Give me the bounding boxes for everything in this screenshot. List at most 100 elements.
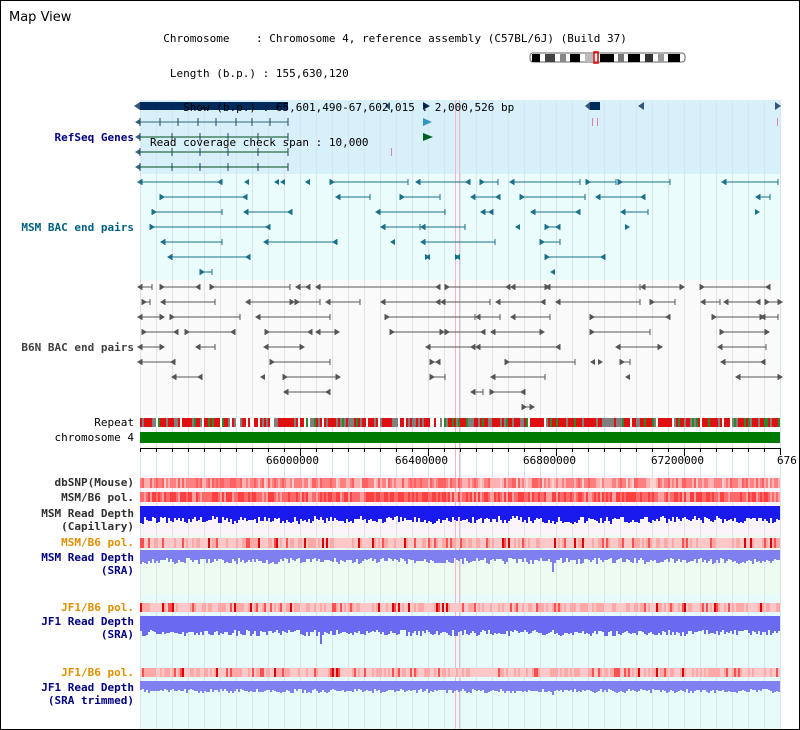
track-label-msm-bac[interactable]: MSM BAC end pairs (21, 221, 134, 234)
jf1-depth-sra-bar (692, 616, 694, 634)
track-label-b6n-bac[interactable]: B6N BAC end pairs (21, 341, 134, 354)
jf1-pol-strip-2 (150, 668, 152, 677)
msm-depth-capillary-bar (584, 506, 586, 523)
repeat-element (512, 418, 514, 427)
track-label-msm-depth-sra[interactable]: MSM Read Depth (41, 551, 134, 564)
jf1-depth-trim-bar (280, 681, 282, 693)
jf1-pol-strip-1 (406, 603, 408, 612)
jf1-depth-trim-bar (708, 681, 710, 693)
repeat-element (296, 418, 298, 427)
jf1-depth-trim-bar (592, 681, 594, 692)
track-label-msm-b6-pol-2[interactable]: MSM/B6 pol. (61, 536, 134, 549)
jf1-pol-strip-2 (692, 668, 694, 677)
jf1-pol-strip-2 (258, 668, 260, 677)
msm-pol-strip-1 (252, 492, 254, 502)
msm-pol-strip-1 (442, 492, 444, 502)
msm-pol-strip-2 (362, 538, 364, 548)
repeat-element (304, 418, 306, 427)
msm-pol-strip-2 (762, 538, 764, 548)
msm-depth-sra-bar (478, 550, 480, 561)
repeat-element (724, 418, 726, 427)
jf1-depth-trim-bar (414, 681, 416, 690)
msm-depth-capillary-bar (768, 506, 770, 523)
jf1-pol-strip-1 (182, 603, 184, 612)
jf1-pol-strip-2 (662, 668, 664, 677)
track-label-msm-b6-pol-1[interactable]: MSM/B6 pol. (61, 491, 134, 504)
jf1-pol-strip-2 (704, 668, 706, 677)
msm-depth-capillary-bar (540, 506, 542, 518)
track-label-jf1-b6-pol-1[interactable]: JF1/B6 pol. (61, 601, 134, 614)
repeat-element (674, 418, 676, 427)
msm-pol-strip-2 (770, 538, 772, 548)
msm-pol-strip-2 (482, 538, 484, 548)
dbsnp-strip (570, 478, 572, 488)
msm-pol-strip-2 (456, 538, 458, 548)
track-label-dbsnp[interactable]: dbSNP(Mouse) (54, 476, 134, 489)
msm-depth-capillary-bar (178, 506, 180, 518)
jf1-depth-sra-bar (624, 616, 626, 632)
msm-depth-capillary-bar (486, 506, 488, 518)
msm-pol-strip-1 (170, 492, 172, 502)
repeat-element (278, 418, 280, 427)
msm-pol-strip-2 (640, 538, 642, 548)
dbsnp-strip (558, 478, 560, 488)
bac-end-arrow (522, 404, 527, 410)
jf1-pol-strip-1 (710, 603, 712, 612)
msm-pol-strip-1 (498, 492, 500, 502)
dbsnp-strip (242, 478, 244, 488)
track-label-jf1-b6-pol-2[interactable]: JF1/B6 pol. (61, 666, 134, 679)
msm-pol-strip-2 (742, 538, 744, 548)
jf1-pol-strip-2 (272, 668, 274, 677)
jf1-depth-sra-bar (178, 616, 180, 634)
jf1-depth-trim-bar (184, 681, 186, 689)
jf1-pol-strip-1 (322, 603, 324, 612)
msm-pol-strip-2 (670, 538, 672, 548)
dbsnp-strip (714, 478, 716, 488)
msm-pol-strip-1 (468, 492, 470, 502)
track-label-msm-depth-cap[interactable]: MSM Read Depth (41, 507, 134, 520)
msm-depth-sra-bar (190, 550, 192, 560)
jf1-pol-strip-1 (188, 603, 190, 612)
msm-pol-strip-2 (654, 538, 656, 548)
dbsnp-strip (542, 478, 544, 488)
msm-depth-sra-bar (242, 550, 244, 560)
jf1-pol-strip-1 (452, 603, 454, 612)
refseq-arrow (135, 164, 140, 170)
dbsnp-strip (768, 478, 770, 488)
repeat-element (696, 418, 698, 427)
repeat-element (520, 418, 522, 427)
dbsnp-strip (652, 478, 654, 488)
jf1-pol-strip-2 (234, 668, 236, 677)
repeat-element (606, 418, 608, 427)
msm-depth-sra-bar (442, 550, 444, 563)
msm-depth-capillary-bar (286, 506, 288, 520)
msm-depth-capillary-bar (412, 506, 414, 522)
repeat-element (150, 418, 152, 427)
msm-pol-strip-2 (266, 538, 268, 548)
repeat-element (178, 418, 180, 427)
jf1-depth-trim-bar (260, 681, 262, 692)
track-label-jf1-depth-sra[interactable]: JF1 Read Depth (41, 615, 134, 628)
bac-end-arrow (420, 239, 425, 245)
jf1-depth-trim-bar (674, 681, 676, 693)
msm-pol-strip-1 (758, 492, 760, 502)
track-label-refseq[interactable]: RefSeq Genes (54, 131, 134, 144)
jf1-depth-sra-bar (706, 616, 708, 630)
track-label-jf1-depth-trim[interactable]: JF1 Read Depth (41, 681, 134, 694)
jf1-pol-strip-1 (558, 603, 560, 612)
jf1-depth-sra-bar (478, 616, 480, 635)
msm-pol-strip-1 (268, 492, 270, 502)
msm-pol-strip-1 (764, 492, 766, 502)
msm-depth-capillary-bar (680, 506, 682, 521)
msm-pol-strip-2 (530, 538, 532, 548)
bac-end-arrow (283, 374, 288, 380)
msm-pol-strip-2 (176, 538, 178, 548)
msm-pol-strip-1 (180, 492, 182, 502)
dbsnp-strip (660, 478, 662, 488)
jf1-depth-trim-bar (594, 681, 596, 693)
msm-pol-strip-2 (668, 538, 670, 548)
dbsnp-strip (748, 478, 750, 488)
repeat-element (408, 418, 410, 427)
msm-depth-capillary-bar (442, 506, 444, 520)
